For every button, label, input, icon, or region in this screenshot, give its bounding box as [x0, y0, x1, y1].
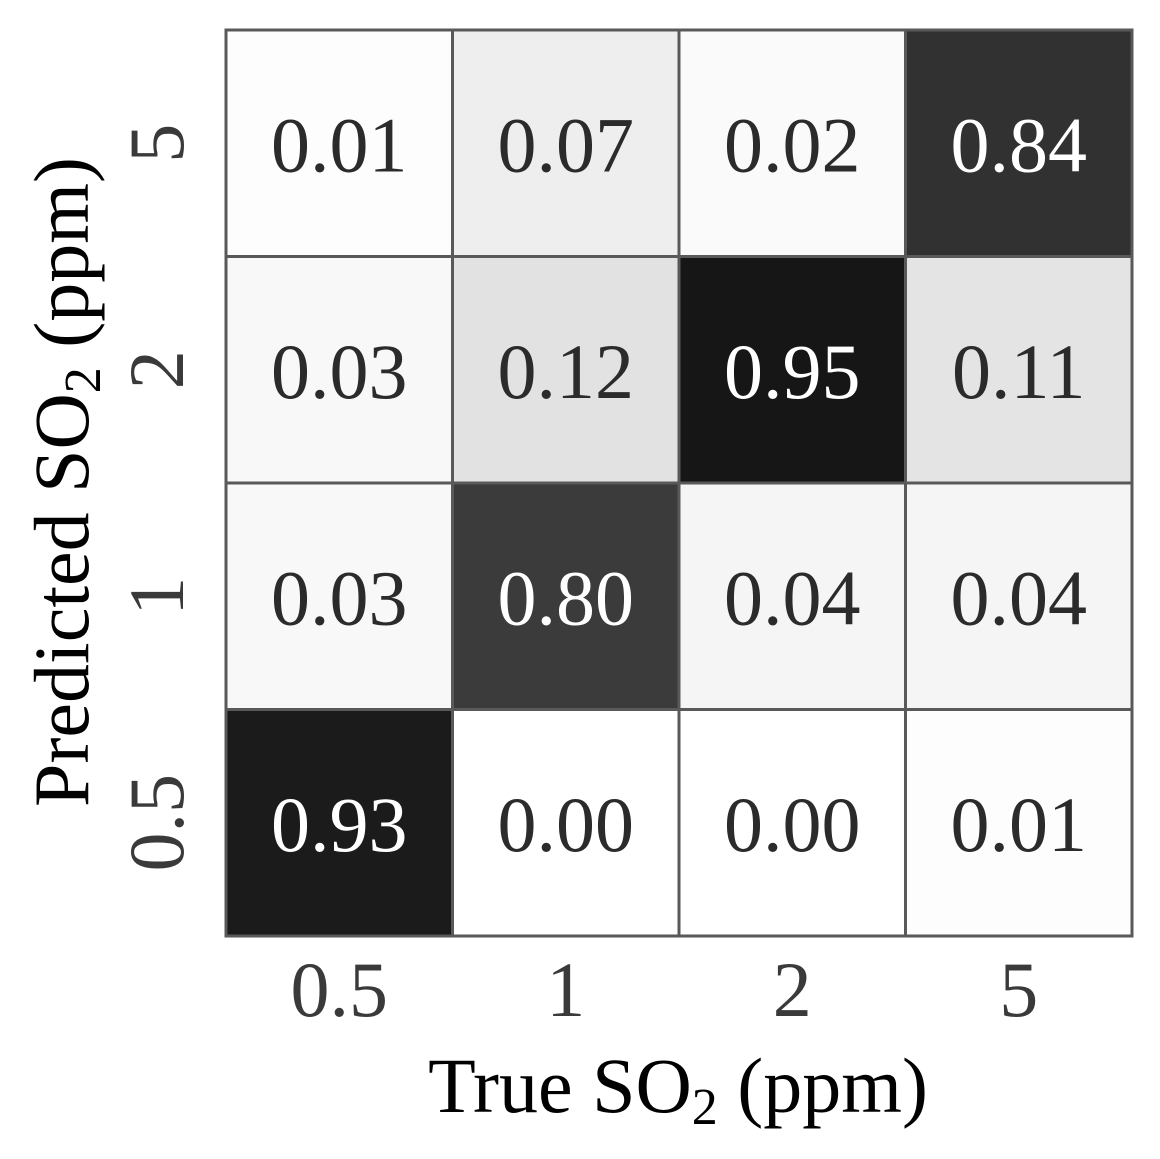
heatmap-cell	[451, 481, 681, 711]
cell-value-label: 0.04	[951, 554, 1088, 641]
cell-value-label: 0.01	[951, 781, 1088, 868]
y-tick-label: 2	[113, 350, 200, 389]
heatmap-cell	[451, 708, 681, 938]
heatmap-cell	[904, 708, 1134, 938]
heatmap-cell	[451, 255, 681, 485]
cell-value-label: 0.04	[724, 554, 861, 641]
heatmap-cell	[904, 255, 1134, 485]
heatmap-cells: 0.01 0.07 0.02 0.84 0.03 0.12 0.95 0.11 0.03 0.80…	[224, 28, 1134, 938]
x-tick-label: 5	[999, 946, 1038, 1033]
cell-value-label: 0.95	[724, 328, 861, 415]
y-tick-label: 0.5	[113, 774, 200, 872]
x-axis-title: True SO2 (ppm)	[428, 1042, 928, 1136]
x-tick-label: 2	[773, 946, 812, 1033]
x-tick-label: 1	[546, 946, 585, 1033]
cell-value-label: 0.03	[271, 328, 408, 415]
x-tick-label: 0.5	[291, 946, 389, 1033]
y-tick-label: 5	[113, 124, 200, 163]
cell-value-label: 0.01	[271, 101, 408, 188]
heatmap-cell	[904, 481, 1134, 711]
cell-value-label: 0.00	[724, 781, 861, 868]
heatmap-cell	[677, 28, 907, 258]
cell-value-label: 0.84	[951, 101, 1088, 188]
heatmap-cell	[904, 28, 1134, 258]
heatmap-cell	[224, 28, 454, 258]
cell-value-label: 0.80	[498, 554, 635, 641]
heatmap-cell	[224, 708, 454, 938]
cell-value-label: 0.11	[952, 328, 1086, 415]
heatmap-cell	[224, 255, 454, 485]
cell-value-label: 0.12	[498, 328, 635, 415]
heatmap-cell	[451, 28, 681, 258]
x-tick-labels: 0.5 1 2 5	[291, 946, 1039, 1033]
cell-value-label: 0.02	[724, 101, 861, 188]
y-tick-label: 1	[113, 577, 200, 616]
cell-value-label: 0.07	[498, 101, 635, 188]
cell-value-label: 0.03	[271, 554, 408, 641]
cell-value-label: 0.00	[498, 781, 635, 868]
y-tick-labels: 5 2 1 0.5	[113, 124, 200, 872]
y-axis-title: Predicted SO2 (ppm)	[18, 157, 112, 807]
cell-value-label: 0.93	[271, 781, 408, 868]
